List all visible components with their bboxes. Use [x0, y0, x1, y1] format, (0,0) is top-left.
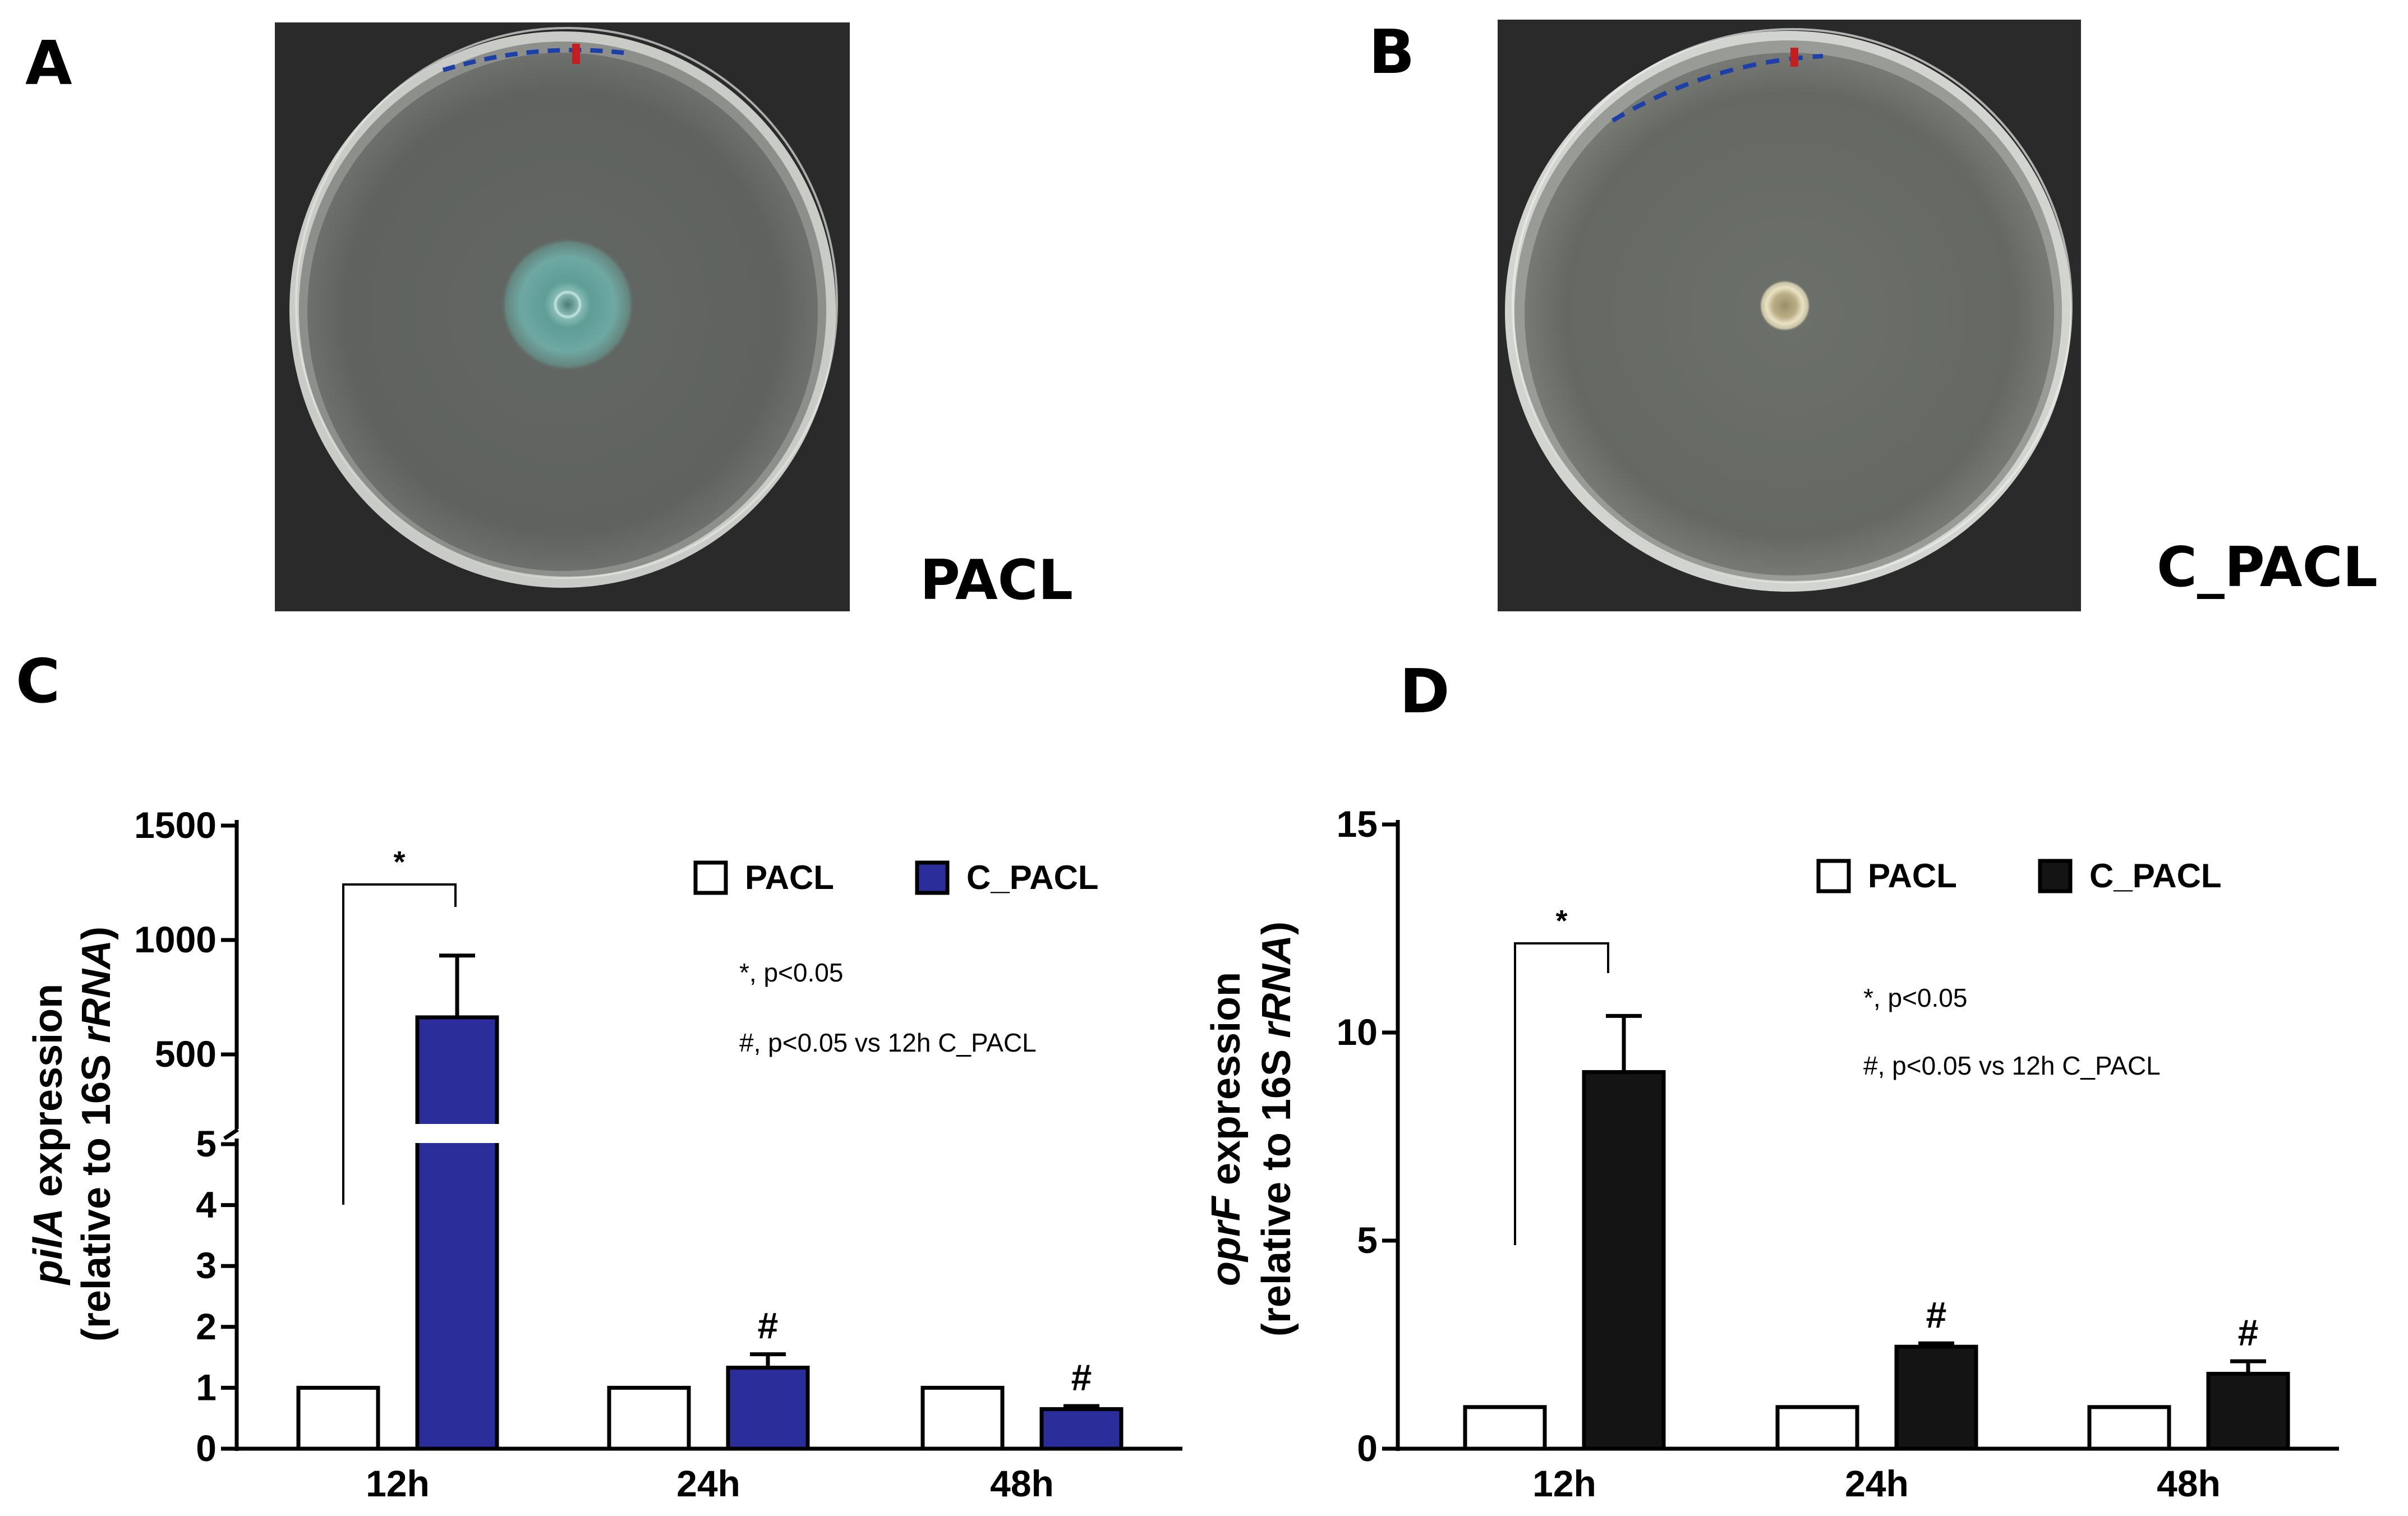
panel-letter-b: B [1369, 17, 1415, 87]
legend-label-c-pacl: C_PACL [966, 859, 1099, 896]
bar-c-pacl-24h [1894, 1344, 1978, 1451]
marker-writing [442, 48, 629, 72]
bar-c-pacl-12h [1582, 1070, 1666, 1451]
panel-letter-d: D [1399, 657, 1450, 727]
bar-pacl-24h [607, 1385, 691, 1451]
y-axis-title-prefix: (relative to 16S [74, 1043, 119, 1342]
y-axis-title-italic: rRNA [74, 940, 119, 1043]
legend-swatch-pacl [1816, 859, 1851, 893]
y-axis-title-suffix: ) [1254, 921, 1299, 935]
plate-label-pacl: PACL [920, 549, 1073, 612]
colony-center [554, 291, 582, 319]
plate-photo-pacl [275, 22, 850, 611]
bar-pacl-12h [1463, 1405, 1547, 1451]
y-axis-title-word: expression [26, 984, 71, 1208]
y-tick-label: 1500 [134, 804, 217, 846]
plate-label-c-pacl: C_PACL [2157, 536, 2378, 600]
y-axis-title-suffix: ) [74, 927, 119, 940]
y-axis-title-gene: pilA [26, 1208, 71, 1285]
legend-swatch-c-pacl [915, 860, 950, 895]
legend-swatch-c-pacl [2038, 859, 2073, 893]
note-p-value: *, p<0.05 [739, 958, 843, 987]
panel-letter-c: C [16, 647, 60, 717]
plate-photo-c-pacl [1498, 20, 2081, 611]
y-tick-label: 0 [196, 1427, 217, 1469]
significance-bracket [1514, 942, 1609, 1245]
y-axis-title-italic: rRNA [1254, 935, 1299, 1038]
bar-c-pacl-48h [2206, 1371, 2290, 1451]
significance-bracket [342, 883, 457, 1205]
bar-c-pacl-48h [1039, 1407, 1124, 1451]
marker-red-mark [1790, 48, 1798, 67]
bar-pacl-48h [920, 1385, 1005, 1451]
bar-pacl-24h [1775, 1405, 1859, 1451]
y-axis-title-line2: (relative to 16S rRNA) [74, 927, 119, 1342]
x-tick-label-48h: 48h [2157, 1463, 2221, 1504]
y-tick-label: 500 [155, 1033, 217, 1075]
y-axis-title-gene: oprF [1204, 1195, 1249, 1286]
lid-edge [1512, 28, 2073, 583]
legend-label-c-pacl: C_PACL [2089, 857, 2222, 895]
x-tick-label-12h: 12h [366, 1463, 430, 1504]
note-p-value: *, p<0.05 [1863, 983, 1967, 1012]
bar-c-pacl-12h [415, 1015, 499, 1451]
y-axis-title-line2: (relative to 16S rRNA) [1254, 921, 1299, 1337]
y-axis-title-prefix: (relative to 16S [1254, 1038, 1299, 1337]
marker-red-mark [572, 44, 580, 64]
legend-label-pacl: PACL [745, 859, 834, 896]
note-vs-12h: #, p<0.05 vs 12h C_PACL [739, 1028, 1037, 1057]
y-axis-title-word: expression [1204, 972, 1249, 1196]
x-tick-label-48h: 48h [990, 1463, 1054, 1504]
legend-label-pacl: PACL [1868, 857, 1957, 895]
y-tick-label: 0 [1357, 1427, 1378, 1469]
lid-edge [295, 27, 838, 579]
y-axis-title-line1: pilA expression [26, 984, 71, 1285]
bar-break-gap [414, 1124, 500, 1143]
note-vs-12h: #, p<0.05 vs 12h C_PACL [1863, 1051, 2161, 1080]
significance-star: * [1555, 904, 1567, 938]
x-tick-label-24h: 24h [676, 1463, 740, 1504]
y-tick-label: 15 [1337, 803, 1378, 845]
y-tick-label: 3 [196, 1245, 217, 1286]
axis-break-mark [223, 1128, 239, 1140]
significance-star: * [393, 845, 405, 879]
bacterial-colony [1759, 280, 1811, 331]
significance-hash-48h: # [2238, 1312, 2259, 1353]
y-tick-label: 10 [1337, 1011, 1378, 1053]
y-tick-label: 2 [196, 1306, 217, 1347]
bar-c-pacl-24h [726, 1366, 810, 1451]
y-tick-label: 5 [1357, 1219, 1378, 1261]
x-tick-label-12h: 12h [1532, 1463, 1596, 1504]
y-tick-label: 5 [196, 1123, 217, 1164]
significance-hash-48h: # [1071, 1357, 1092, 1398]
legend-swatch-pacl [693, 860, 728, 895]
significance-hash-24h: # [758, 1305, 779, 1347]
y-tick-label: 1 [196, 1366, 217, 1408]
bar-pacl-12h [296, 1385, 380, 1451]
chart-pila-expression: pilA expression (relative to 16S rRNA)012… [26, 804, 1182, 1504]
bacterial-colony [500, 237, 635, 372]
chart-oprf-expression: oprF expression (relative to 16S rRNA) 0 5 1… [1204, 803, 2339, 1504]
bar-pacl-48h [2087, 1405, 2171, 1451]
y-axis-title-line1: oprF expression [1204, 972, 1249, 1286]
y-tick-label: 4 [196, 1184, 217, 1225]
x-tick-label-24h: 24h [1845, 1463, 1909, 1504]
y-tick-label: 1000 [134, 919, 217, 960]
significance-hash-24h: # [1926, 1294, 1947, 1335]
panel-letter-a: A [25, 29, 72, 99]
